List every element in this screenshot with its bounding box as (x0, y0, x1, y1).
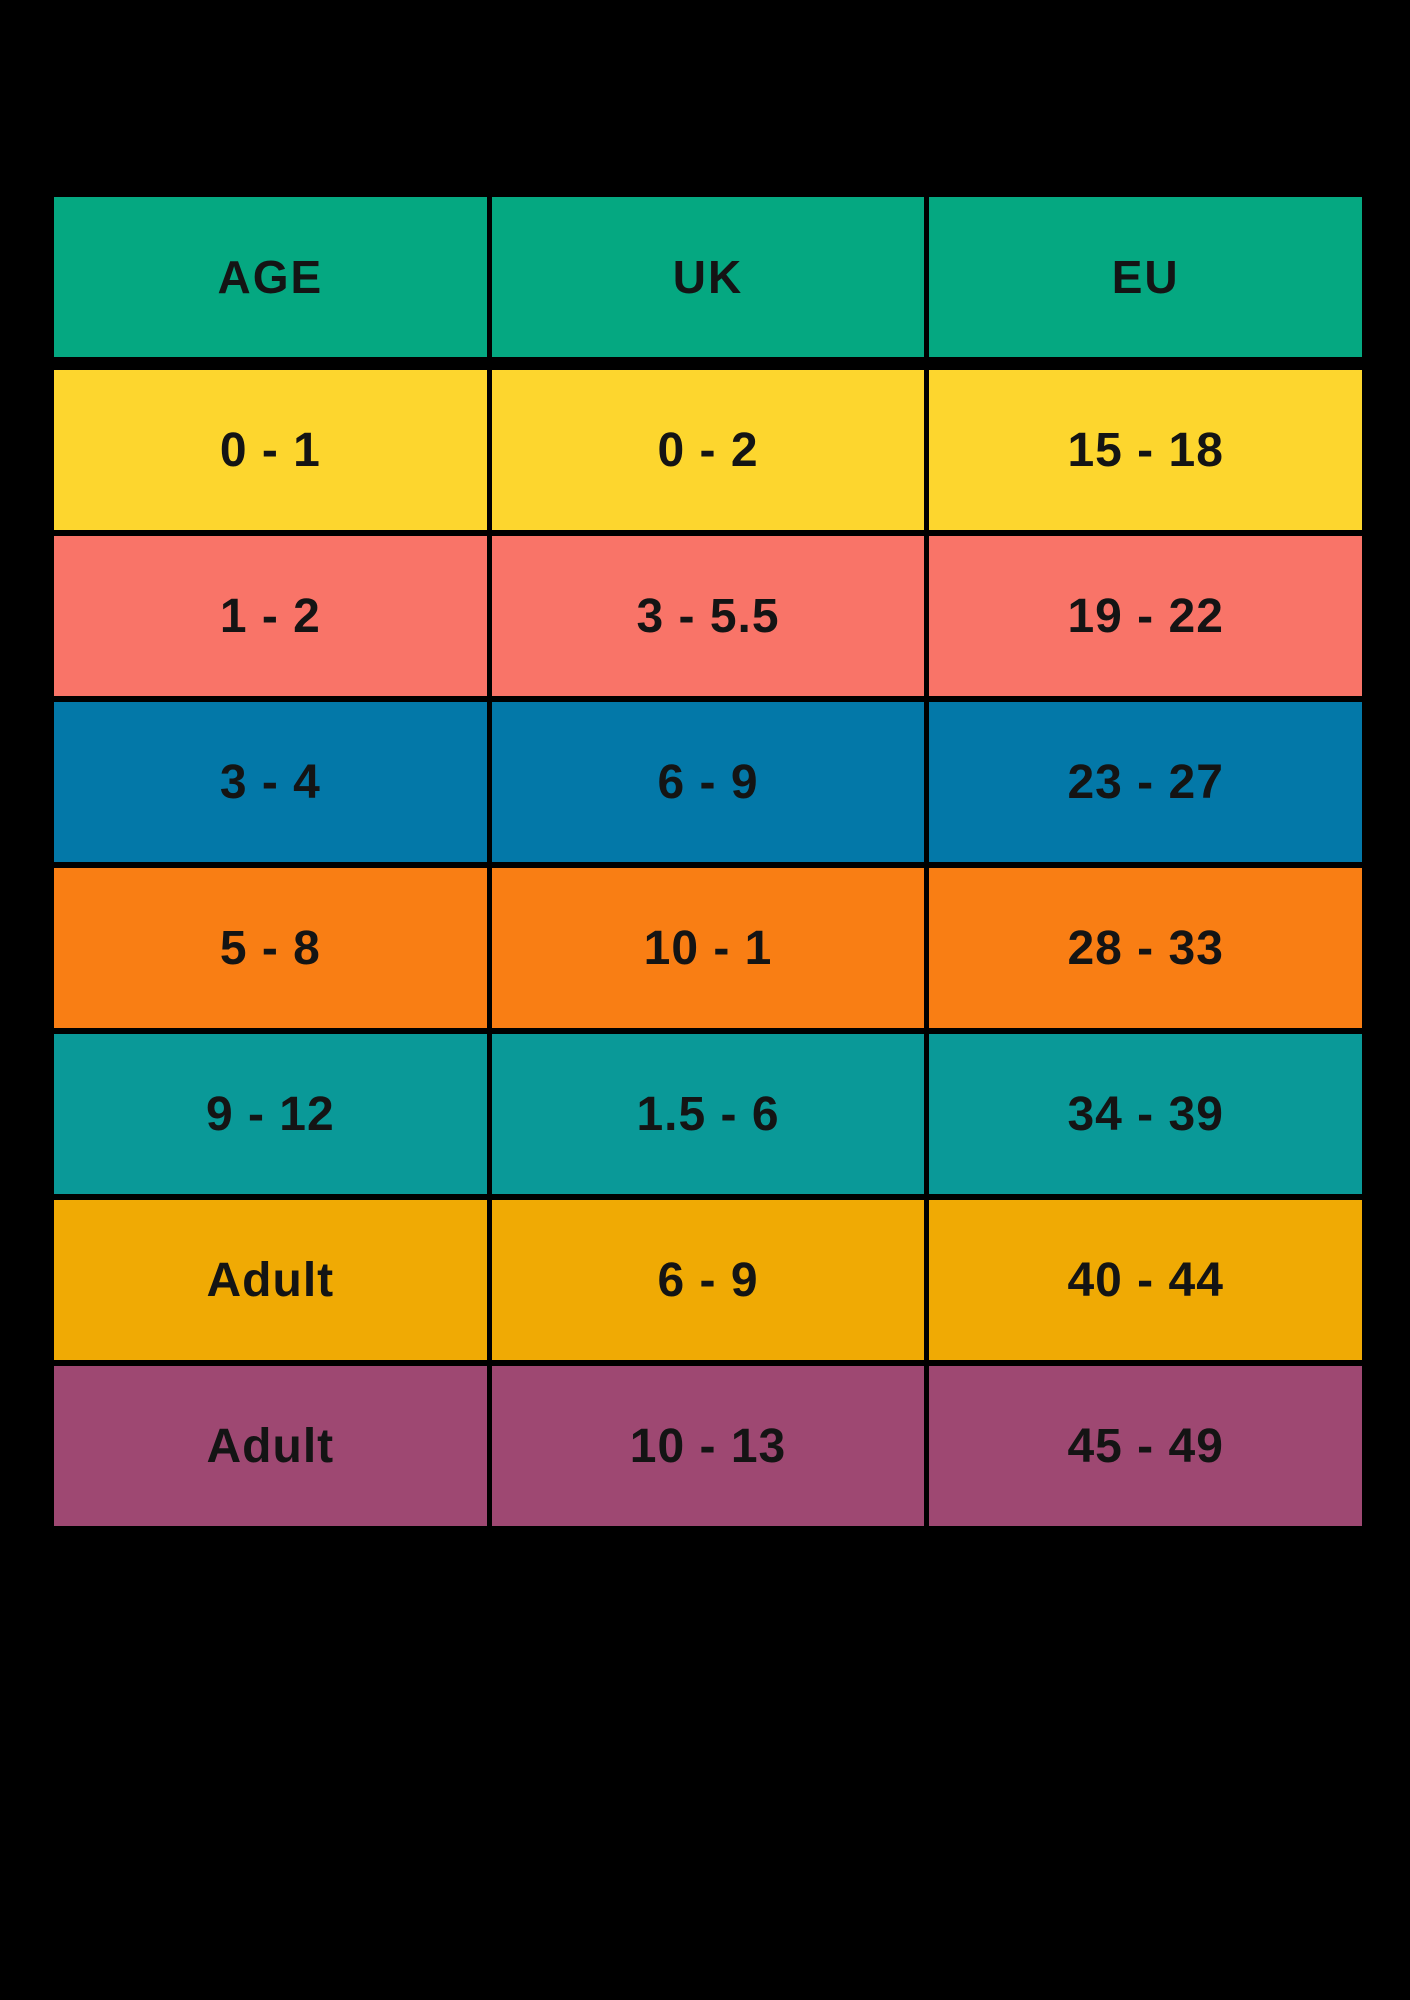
age-cell: 3 - 4 (54, 702, 487, 862)
header-cell-uk: UK (491, 197, 925, 357)
eu-size-cell: 45 - 49 (929, 1366, 1363, 1526)
age-cell: 1 - 2 (54, 536, 487, 696)
eu-size-cell: 40 - 44 (929, 1200, 1363, 1360)
age-cell: 5 - 8 (54, 868, 487, 1028)
eu-size-cell: 23 - 27 (929, 702, 1363, 862)
uk-size-cell: 6 - 9 (491, 702, 925, 862)
table-row: 1 - 2 3 - 5.5 19 - 22 (54, 536, 1363, 696)
uk-size-cell: 10 - 1 (491, 868, 925, 1028)
uk-size-cell: 3 - 5.5 (491, 536, 925, 696)
table-row: 0 - 1 0 - 2 15 - 18 (54, 370, 1363, 530)
age-cell: 0 - 1 (54, 370, 487, 530)
eu-size-cell: 34 - 39 (929, 1034, 1363, 1194)
uk-size-cell: 1.5 - 6 (491, 1034, 925, 1194)
table-row: Adult 10 - 13 45 - 49 (54, 1366, 1363, 1526)
uk-size-cell: 10 - 13 (491, 1366, 925, 1526)
uk-size-cell: 0 - 2 (491, 370, 925, 530)
age-cell: Adult (54, 1200, 487, 1360)
eu-size-cell: 19 - 22 (929, 536, 1363, 696)
eu-size-cell: 15 - 18 (929, 370, 1363, 530)
table-header-row: AGE UK EU (54, 197, 1363, 357)
shoe-size-conversion-table: AGE UK EU 0 - 1 0 - 2 15 - 18 1 - 2 3 - … (54, 197, 1363, 1526)
table-row: 9 - 12 1.5 - 6 34 - 39 (54, 1034, 1363, 1194)
table-row: 3 - 4 6 - 9 23 - 27 (54, 702, 1363, 862)
eu-size-cell: 28 - 33 (929, 868, 1363, 1028)
uk-size-cell: 6 - 9 (491, 1200, 925, 1360)
age-cell: 9 - 12 (54, 1034, 487, 1194)
table-row: Adult 6 - 9 40 - 44 (54, 1200, 1363, 1360)
table-row: 5 - 8 10 - 1 28 - 33 (54, 868, 1363, 1028)
header-cell-age: AGE (54, 197, 487, 357)
header-cell-eu: EU (929, 197, 1363, 357)
age-cell: Adult (54, 1366, 487, 1526)
